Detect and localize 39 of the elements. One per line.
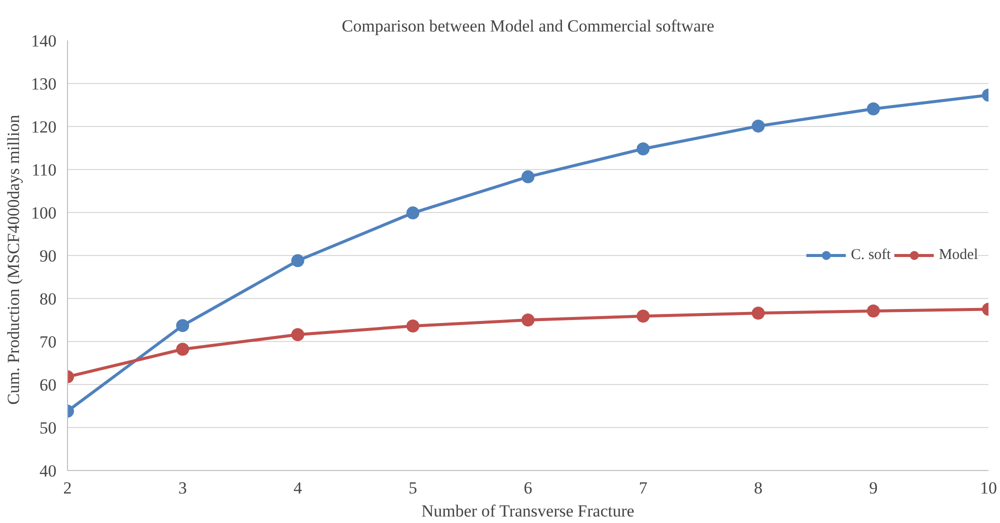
y-tick-label: 90 [40, 246, 56, 266]
chart-title: Comparison between Model and Commercial software [342, 16, 714, 36]
point [522, 170, 534, 184]
point [176, 319, 190, 332]
point [636, 142, 650, 156]
x-axis-title: Number of Transverse Fracture [421, 502, 634, 520]
x-tick-label: 4 [294, 478, 302, 498]
y-tick-label: 140 [31, 32, 56, 50]
y-tick-label: 50 [40, 418, 56, 438]
y-tick-label: 110 [32, 160, 57, 180]
point [752, 120, 765, 133]
y-tick-label: 40 [40, 462, 56, 480]
point [866, 304, 880, 318]
point [636, 310, 650, 323]
y-tick-label: 70 [40, 332, 56, 352]
y-tick-label: 60 [40, 376, 56, 394]
y-tick-label: 130 [31, 74, 56, 94]
point [522, 314, 534, 326]
y-tick-label: 100 [31, 204, 56, 222]
y-tick-label: 120 [31, 118, 56, 136]
x-tick-label: 5 [408, 478, 418, 498]
x-tick-label: 6 [524, 478, 532, 498]
point [866, 102, 880, 116]
point [176, 342, 190, 356]
x-tick-label: 9 [869, 478, 878, 498]
x-tick-label: 8 [754, 478, 762, 498]
legend-label: Model [938, 246, 978, 264]
x-tick-label: 7 [638, 478, 648, 498]
legend-label: C. soft [850, 246, 891, 264]
point [291, 254, 304, 268]
point [406, 320, 420, 333]
x-tick-label: 2 [63, 478, 72, 498]
y-axis-title: Cum. Production (MSCF4000days million [4, 114, 23, 405]
point [291, 328, 304, 342]
point [752, 306, 765, 320]
point [406, 206, 420, 220]
y-tick-label: 80 [40, 290, 56, 308]
x-tick-label: 10 [980, 478, 997, 498]
x-tick-label: 3 [178, 478, 187, 498]
